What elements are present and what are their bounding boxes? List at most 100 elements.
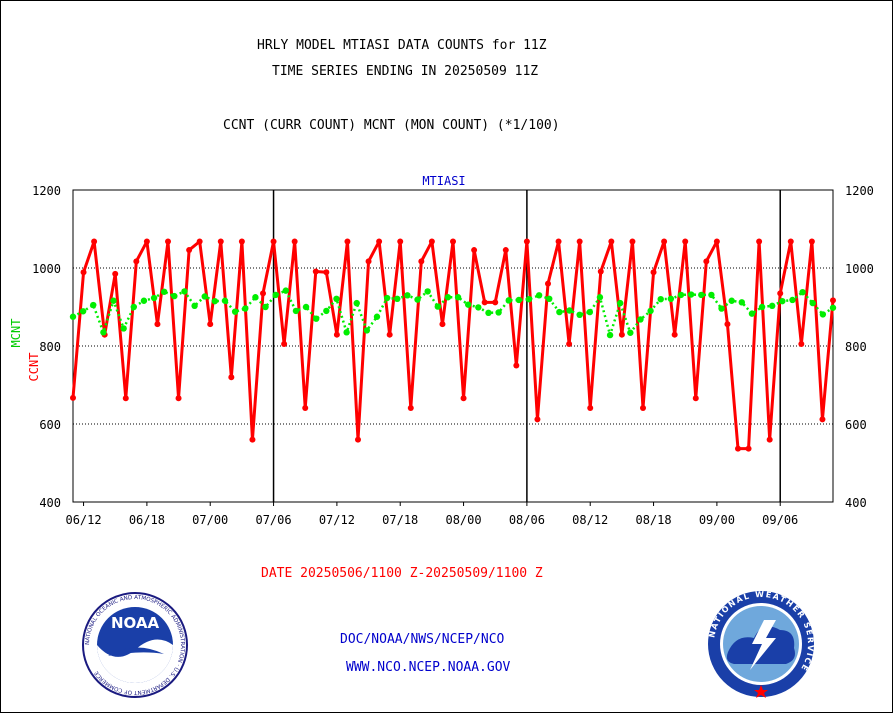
ccnt-point	[249, 436, 256, 443]
mcnt-point	[120, 325, 127, 332]
mcnt-point	[586, 308, 593, 316]
ccnt-point	[576, 238, 583, 245]
y-axis-label-ccnt: CCNT	[27, 353, 41, 382]
mcnt-point	[434, 303, 441, 310]
date-range-label: DATE 20250506/1100 Z-20250509/1100 Z	[261, 566, 543, 581]
y-tick-label-left: 400	[39, 496, 61, 510]
ccnt-point	[545, 280, 551, 287]
mcnt-point	[211, 297, 219, 305]
mcnt-point	[718, 305, 725, 312]
ccnt-point	[217, 238, 224, 245]
x-tick-label: 09/00	[699, 513, 735, 527]
ccnt-point	[418, 258, 425, 265]
ccnt-point	[355, 436, 361, 443]
ccnt-point	[228, 374, 235, 381]
mcnt-point	[333, 295, 340, 303]
ccnt-point	[112, 270, 119, 277]
ccnt-line	[71, 239, 835, 451]
x-tick-label: 07/06	[255, 513, 291, 527]
mcnt-point	[465, 301, 472, 308]
mcnt-point	[698, 291, 705, 299]
mcnt-point	[302, 303, 310, 311]
mcnt-point	[282, 287, 289, 294]
mcnt-point	[252, 294, 259, 301]
ccnt-point	[386, 331, 393, 338]
ccnt-point	[439, 321, 446, 328]
mcnt-point	[546, 295, 553, 303]
ccnt-point	[671, 331, 678, 338]
time-series-title: TIME SERIES ENDING IN 20250509 11Z	[272, 64, 539, 79]
x-tick-label: 08/06	[509, 513, 545, 527]
x-tick-label: 08/18	[635, 513, 671, 527]
ccnt-point	[830, 297, 836, 304]
ccnt-point	[450, 238, 456, 245]
mcnt-point	[424, 288, 431, 295]
mcnt-point	[444, 294, 452, 301]
y-tick-label-right: 1000	[845, 262, 874, 276]
mcnt-point	[191, 302, 198, 310]
ccnt-point	[523, 238, 530, 245]
y-axis-label-mcnt: MCNT	[9, 319, 23, 348]
mcnt-point	[110, 297, 117, 304]
mcnt-point	[617, 299, 624, 307]
mcnt-point	[313, 315, 320, 322]
mcnt-point	[150, 294, 158, 302]
page-title: HRLY MODEL MTIASI DATA COUNTS for 11Z	[257, 38, 547, 53]
ccnt-point	[513, 362, 520, 369]
ccnt-point	[80, 269, 87, 276]
y-tick-label-right: 600	[845, 418, 867, 432]
mcnt-point	[171, 292, 178, 300]
mcnt-point	[738, 299, 745, 306]
mcnt-point	[647, 307, 654, 315]
mcnt-point	[829, 304, 837, 311]
ccnt-series	[70, 238, 836, 452]
mcnt-point	[667, 295, 675, 303]
mcnt-point	[130, 303, 137, 311]
ccnt-point	[555, 238, 562, 245]
mcnt-point	[708, 291, 715, 299]
x-tick-label: 07/12	[319, 513, 355, 527]
mcnt-point	[657, 296, 664, 303]
mcnt-point	[748, 310, 756, 317]
ccnt-point	[175, 395, 182, 402]
ccnt-point	[302, 405, 309, 412]
ccnt-point	[70, 394, 76, 401]
y-tick-label-right: 1200	[845, 184, 874, 198]
ccnt-point	[608, 238, 615, 245]
mcnt-point	[525, 296, 533, 303]
ccnt-point	[291, 238, 298, 245]
ccnt-point	[618, 331, 625, 338]
mcnt-point	[140, 297, 148, 304]
mcnt-point	[363, 327, 371, 334]
mcnt-point	[323, 307, 330, 315]
ccnt-point	[133, 258, 140, 265]
ccnt-point	[787, 238, 794, 245]
mcnt-point	[515, 296, 523, 304]
ccnt-point	[196, 238, 203, 245]
x-tick-label: 06/12	[65, 513, 101, 527]
mcnt-point	[181, 288, 188, 295]
ccnt-point	[745, 445, 752, 452]
mcnt-point	[677, 291, 685, 299]
mcnt-point	[100, 329, 107, 336]
ccnt-point	[819, 416, 826, 423]
ccnt-point	[407, 405, 414, 412]
ccnt-point	[650, 269, 657, 276]
mcnt-point	[789, 296, 796, 304]
x-tick-label: 08/12	[572, 513, 608, 527]
mcnt-point	[292, 307, 300, 315]
mcnt-point	[556, 308, 563, 316]
y-tick-label-right: 400	[845, 496, 867, 510]
mcnt-point	[343, 329, 350, 336]
ccnt-point	[281, 341, 288, 348]
mcnt-point	[242, 305, 249, 312]
org-path-label: DOC/NOAA/NWS/NCEP/NCO	[340, 632, 505, 647]
mcnt-point	[769, 302, 776, 310]
mcnt-point	[485, 309, 492, 317]
noaa-logo-icon: NOAA NATIONAL OCEANIC AND ATMOSPHERIC AD…	[82, 592, 188, 698]
ccnt-point	[766, 436, 773, 443]
mcnt-point	[687, 291, 695, 298]
ccnt-point	[661, 238, 668, 245]
